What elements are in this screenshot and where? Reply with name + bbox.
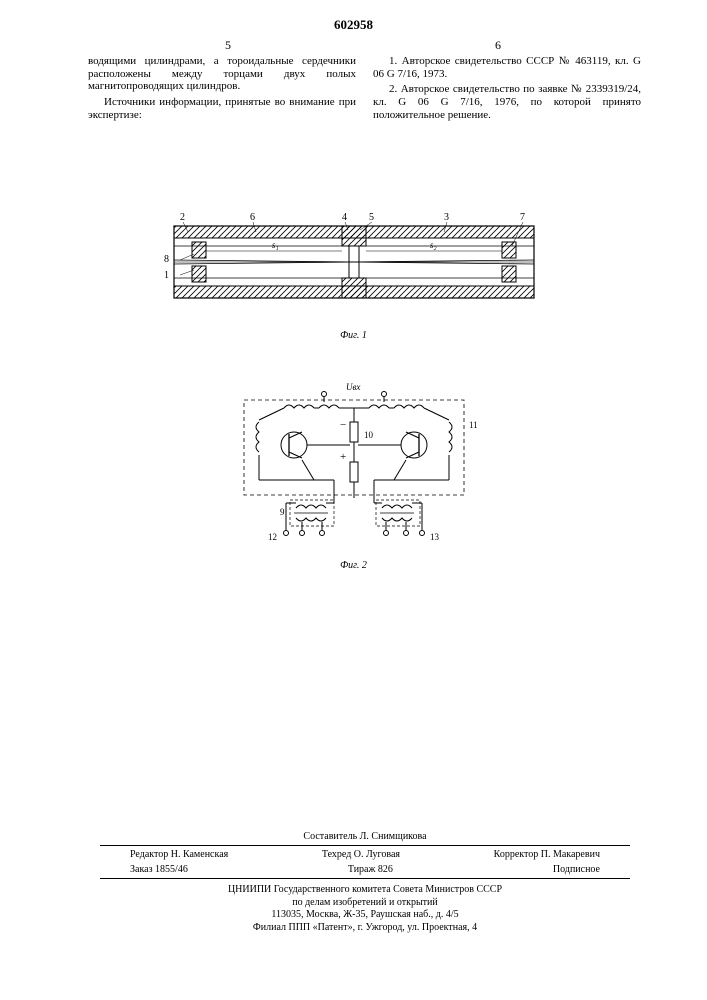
svg-text:−: − [340, 419, 346, 431]
fig1-label-1: 1 [164, 270, 169, 281]
footer-l4: Филиал ППП «Патент», г. Ужгород, ул. Про… [100, 922, 630, 935]
column-number-left: 5 [225, 38, 231, 53]
credits-sub: Подписное [553, 863, 600, 876]
fig2-label-uvx: Uвх [346, 382, 360, 392]
col-right-p2: 2. Авторское свидетельство по заявке № 2… [373, 83, 641, 121]
fig1-label-s2: s₂ [430, 240, 437, 250]
col-right-p1: 1. Авторское свидетельство СССР № 463119… [373, 55, 641, 80]
fig2-label-11: 11 [469, 420, 478, 430]
credits-order: Заказ 1855/46 [130, 863, 188, 876]
fig2-label-13: 13 [430, 532, 440, 542]
fig1-label-3: 3 [444, 212, 449, 223]
column-number-right: 6 [495, 38, 501, 53]
figure-1-svg: 2 6 4 5 3 7 8 1 s₁ s₂ [144, 198, 564, 318]
fig1-label-5: 5 [369, 212, 374, 223]
col-left-p2: Источники информации, принятые во вниман… [88, 96, 356, 121]
figure-1: 2 6 4 5 3 7 8 1 s₁ s₂ [0, 198, 707, 323]
document-number: 602958 [0, 17, 707, 33]
fig1-label-s1: s₁ [272, 240, 279, 250]
credits-row-2: Заказ 1855/46 Тираж 826 Подписное [130, 863, 600, 876]
svg-text:+: + [340, 451, 346, 463]
credits-tirazh: Тираж 826 [348, 863, 393, 876]
fig1-label-6: 6 [250, 212, 255, 223]
figure-2: − + [0, 380, 707, 555]
figure-1-caption: Фиг. 1 [0, 330, 707, 341]
footer: ЦНИИПИ Государственного комитета Совета … [100, 884, 630, 934]
rule-2 [100, 878, 630, 879]
credits-corrector: Корректор П. Макаревич [494, 848, 600, 861]
footer-l1: ЦНИИПИ Государственного комитета Совета … [100, 884, 630, 897]
fig1-label-2: 2 [180, 212, 185, 223]
rule-1 [100, 845, 630, 846]
footer-l3: 113035, Москва, Ж-35, Раушская наб., д. … [100, 909, 630, 922]
fig2-label-10: 10 [364, 430, 374, 440]
credits-row-1: Редактор Н. Каменская Техред О. Луговая … [130, 848, 600, 861]
column-left: водящими цилиндрами, а тороидальные серд… [88, 55, 356, 124]
fig2-label-12: 12 [268, 532, 277, 542]
figure-2-svg: − + [224, 380, 484, 550]
fig2-label-9: 9 [280, 507, 285, 517]
credits-composer: Составитель Л. Снимщикова [130, 830, 600, 843]
credits-tehred: Техред О. Луговая [322, 848, 400, 861]
column-right: 1. Авторское свидетельство СССР № 463119… [373, 55, 641, 124]
fig1-label-4: 4 [342, 212, 347, 223]
col-left-p1: водящими цилиндрами, а тороидальные серд… [88, 55, 356, 93]
fig1-label-7: 7 [520, 212, 525, 223]
figure-2-caption: Фиг. 2 [0, 560, 707, 571]
footer-l2: по делам изобретений и открытий [100, 897, 630, 910]
credits-editor: Редактор Н. Каменская [130, 848, 228, 861]
fig1-label-8: 8 [164, 254, 169, 265]
